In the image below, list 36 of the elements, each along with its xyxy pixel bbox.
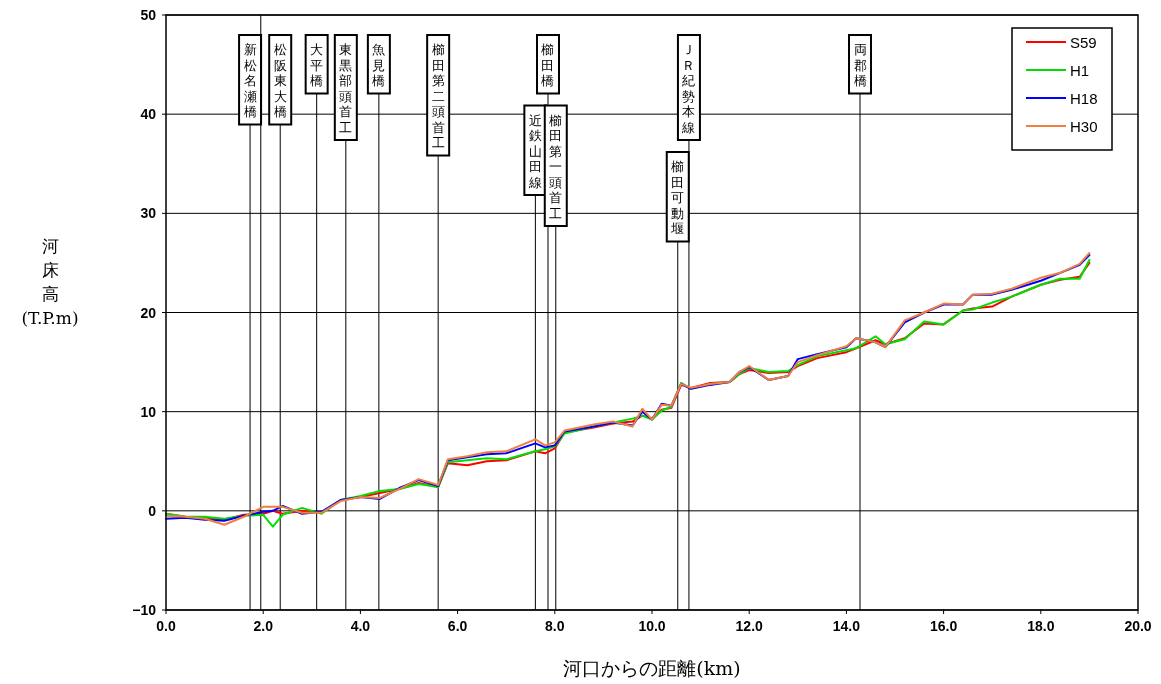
legend-label: H1: [1070, 62, 1090, 79]
x-tick-label: 6.0: [447, 618, 468, 634]
ref-line-label: ＪＲ紀勢本線: [681, 42, 696, 135]
x-tick-label: 20.0: [1124, 618, 1152, 634]
x-tick-label: 4.0: [350, 618, 371, 634]
ref-line-label: 櫛田第一頭首工: [549, 112, 563, 221]
y-tick-label: 40: [140, 106, 157, 123]
x-tick-label: 10.0: [638, 618, 666, 634]
ref-line-label: 櫛田橋: [541, 42, 555, 88]
ref-line-label: 大平橋: [310, 42, 324, 88]
x-tick-label: 2.0: [253, 618, 274, 634]
ref-line-label: 新松名瀬橋: [243, 42, 257, 119]
ref-line-label: 櫛田第二頭首工: [431, 42, 445, 150]
x-axis-title: 河口からの距離(km): [563, 657, 741, 679]
x-tick-label: 8.0: [545, 618, 565, 634]
y-tick-label: 50: [140, 7, 157, 23]
legend-label: S59: [1070, 34, 1097, 51]
x-tick-label: 0.0: [156, 618, 176, 634]
y-tick-label: 10: [140, 403, 157, 420]
ref-line-label: 松阪東大橋: [273, 42, 287, 119]
legend-label: H30: [1070, 118, 1098, 135]
ref-line-label: 東黒部頭首工: [339, 42, 353, 135]
y-axis-title: 河床高(T.P.m): [21, 236, 79, 328]
x-tick-label: 14.0: [832, 618, 861, 634]
y-tick-label: 30: [140, 205, 157, 222]
y-tick-label: 20: [140, 304, 157, 321]
x-tick-label: 12.0: [735, 618, 764, 634]
ref-line-label: 近鉄山田線: [527, 112, 542, 190]
y-tick-label: 0: [148, 502, 157, 519]
y-tick-label: −10: [132, 602, 157, 618]
ref-line-label: 両郡橋: [853, 42, 867, 88]
x-tick-label: 16.0: [929, 618, 958, 634]
x-tick-label: 18.0: [1027, 618, 1055, 634]
ref-line-label: 魚見橋: [372, 42, 386, 88]
legend-label: H18: [1070, 90, 1098, 107]
ref-line-label: 櫛田可動堰: [670, 159, 685, 236]
